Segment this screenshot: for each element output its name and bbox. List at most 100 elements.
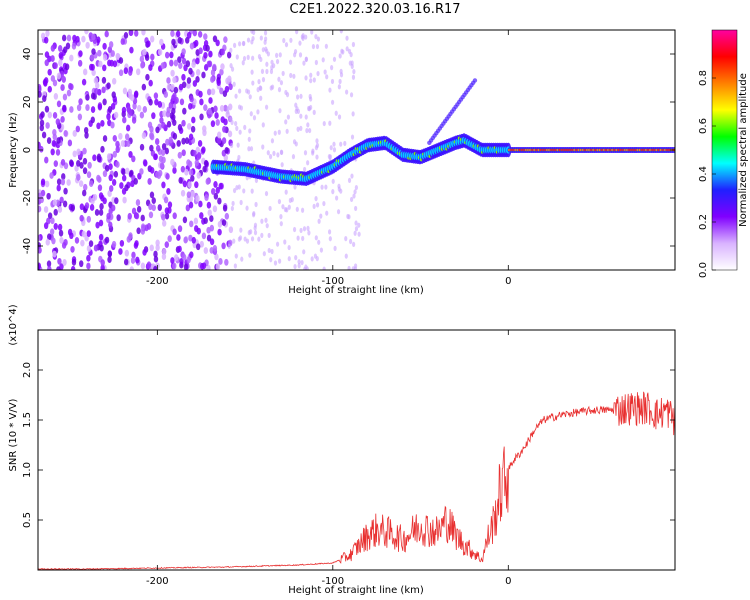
heatmap-cell (190, 125, 196, 133)
heatmap-cell (101, 76, 107, 84)
heatmap-cell (92, 154, 97, 162)
heatmap-cell (93, 77, 99, 84)
heatmap-cell (94, 87, 99, 95)
heatmap-cell (354, 205, 358, 212)
heatmap-cell (203, 51, 208, 59)
heatmap-cell (338, 78, 342, 85)
heatmap-cell (100, 120, 105, 127)
heatmap-cell (107, 59, 112, 67)
heatmap-cell (52, 133, 57, 141)
heatmap-cell (159, 161, 165, 169)
heatmap-cell (161, 143, 167, 150)
heatmap-cell (118, 248, 123, 255)
heatmap-cell (259, 95, 263, 101)
heatmap-cell (294, 141, 298, 147)
heatmap-cell (148, 203, 153, 211)
heatmap-cell (89, 63, 94, 71)
heatmap-cell (171, 113, 176, 121)
heatmap-cell (187, 160, 193, 168)
heatmap-cell (146, 40, 151, 48)
heatmap-cell (173, 59, 179, 67)
heatmap-cell (164, 147, 169, 155)
heatmap-cell (139, 168, 144, 175)
heatmap-cell (295, 30, 299, 35)
heatmap-cell (328, 120, 332, 126)
heatmap-cell (98, 219, 104, 227)
heatmap-cell (215, 119, 220, 126)
heatmap-cell (56, 137, 61, 144)
y-tick-label: 1.0 (22, 462, 33, 478)
heatmap-cell (149, 191, 155, 199)
heatmap-cell (172, 132, 178, 140)
heatmap-cell (134, 240, 139, 247)
heatmap-cell (50, 148, 55, 156)
heatmap-cell (224, 85, 230, 93)
heatmap-cell (166, 77, 171, 84)
y-tick-label: 1.5 (22, 412, 33, 428)
heatmap-cell (86, 254, 91, 262)
heatmap-cell (191, 61, 196, 69)
heatmap-cell (304, 34, 308, 40)
heatmap-cell (102, 98, 107, 106)
heatmap-cell (308, 127, 312, 134)
colorbar-tick-label: 0.0 (698, 262, 709, 278)
heatmap-cell (107, 190, 112, 197)
heatmap-cell (235, 54, 239, 60)
heatmap-cell (295, 206, 299, 212)
heatmap-cell (227, 130, 233, 138)
heatmap-cell (45, 238, 50, 246)
heatmap-cell (296, 94, 300, 100)
heatmap-cell (245, 205, 249, 211)
heatmap-cell (100, 145, 105, 153)
heatmap-cell (42, 95, 47, 102)
heatmap-cell (272, 150, 276, 156)
heatmap-cell (88, 180, 94, 187)
heatmap-cell (178, 62, 183, 70)
heatmap-cell (332, 147, 337, 153)
snr-x-axis-label: Height of straight line (km) (288, 585, 424, 596)
heatmap-cell (249, 146, 254, 152)
heatmap-cell (163, 91, 168, 98)
heatmap-cell (338, 53, 342, 59)
heatmap-cell (97, 103, 103, 111)
spectrogram-y-axis-label: Frequency (Hz) (8, 112, 19, 188)
heatmap-cell (314, 34, 318, 40)
heatmap-cell (164, 51, 170, 59)
heatmap-cell (291, 154, 296, 160)
heatmap-cell (47, 233, 52, 241)
heatmap-cell (195, 69, 201, 76)
heatmap-cell (62, 200, 68, 208)
heatmap-cell (182, 180, 188, 188)
heatmap-cell (126, 106, 131, 113)
heatmap-cell (279, 80, 284, 86)
heatmap-cell (275, 58, 280, 65)
heatmap-cell (70, 265, 76, 270)
heatmap-cell (63, 129, 68, 137)
heatmap-cell (86, 230, 91, 238)
heatmap-cell (64, 63, 70, 71)
heatmap-cell (264, 217, 268, 223)
x-tick-label: -200 (146, 576, 169, 587)
heatmap-cell (219, 105, 225, 112)
heatmap-cell (230, 205, 234, 212)
heatmap-cell (235, 185, 239, 191)
heatmap-cell (69, 54, 74, 62)
heatmap-cell (128, 69, 133, 76)
heatmap-cell (40, 111, 45, 119)
heatmap-cell (337, 84, 341, 90)
heatmap-cell (182, 107, 187, 115)
heatmap-cell (49, 172, 54, 179)
heatmap-cell (196, 227, 201, 235)
heatmap-cell (253, 225, 257, 231)
heatmap-cell (203, 217, 208, 224)
heatmap-cell (68, 159, 74, 167)
heatmap-cell (181, 137, 186, 145)
heatmap-cell (309, 78, 313, 84)
heatmap-cell (192, 30, 198, 37)
y-tick-label: 0 (22, 147, 33, 153)
heatmap-cell (348, 60, 352, 66)
heatmap-cell (90, 92, 96, 100)
heatmap-cell (104, 30, 109, 38)
heatmap-cell (215, 39, 220, 47)
heatmap-cell (108, 163, 113, 171)
